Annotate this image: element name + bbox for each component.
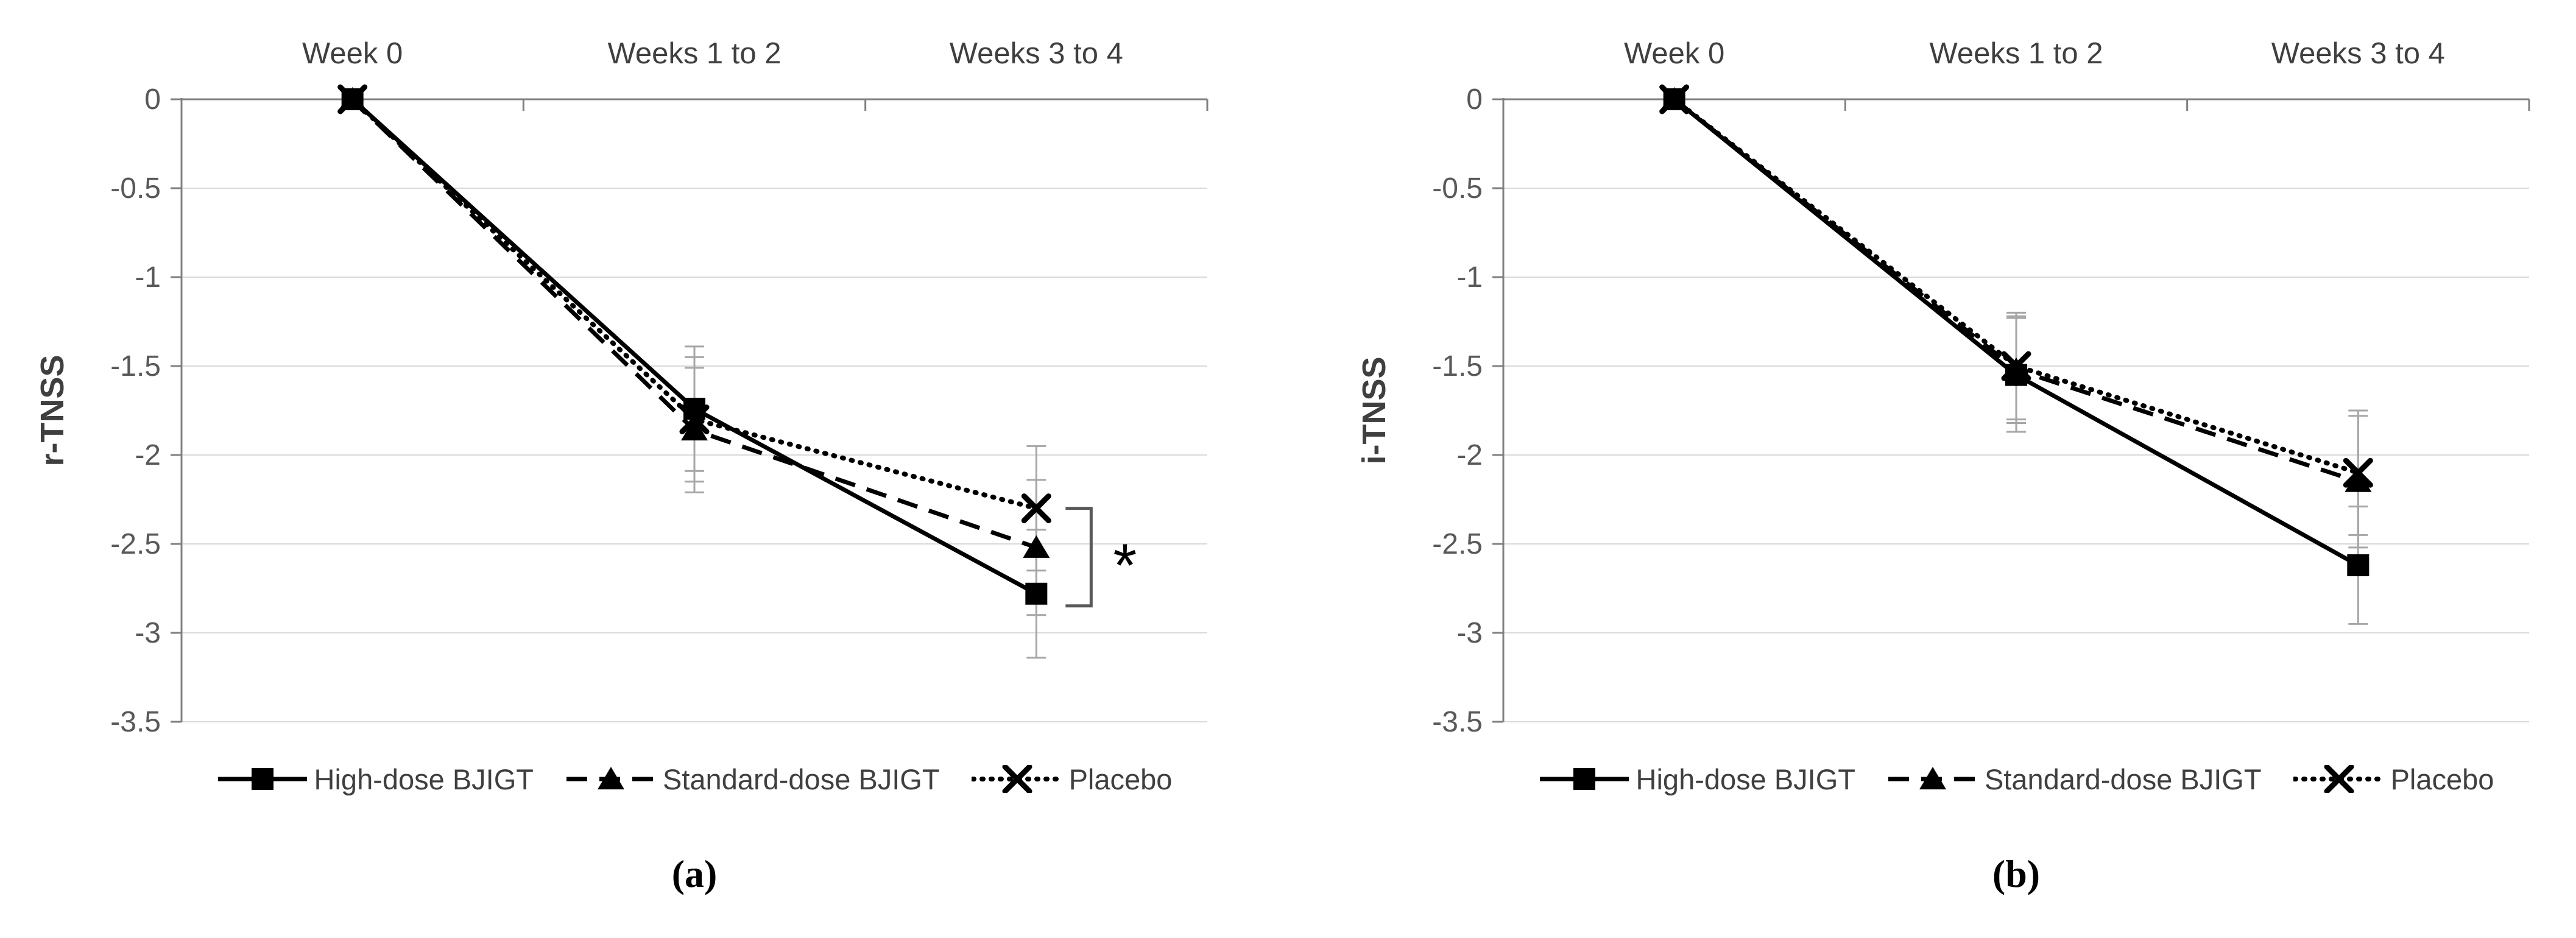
triangle-marker-standard-dose-bjigt	[1023, 535, 1050, 558]
error-bars-placebo	[685, 356, 1046, 572]
square-marker-high-dose-bjigt	[2005, 364, 2027, 386]
legend-label: Standard-dose BJIGT	[663, 763, 940, 795]
y-tick-label: -2.5	[1432, 528, 1483, 560]
y-tick-label: -1	[1456, 261, 1483, 294]
x-category-label: Weeks 1 to 2	[1929, 37, 2103, 70]
x-category-label: Week 0	[1624, 37, 1724, 70]
legend-square-icon	[1573, 768, 1595, 790]
y-tick-label: -3	[1456, 617, 1483, 649]
legend-item-placebo: Placebo	[2293, 763, 2494, 796]
legend-sample-high-dose-bjigt	[217, 768, 307, 790]
error-bars-standard-dose-bjigt	[685, 367, 1046, 616]
legend-item-standard-dose-bjigt: Standard-dose BJIGT	[565, 763, 940, 796]
x-marker-placebo	[2343, 457, 2373, 488]
x-category-label: Week 0	[302, 37, 403, 70]
legend-item-placebo: Placebo	[971, 763, 1173, 796]
y-tick-label: -1	[135, 261, 161, 294]
legend-label: High-dose BJIGT	[314, 763, 534, 795]
y-tick-label: 0	[144, 83, 161, 116]
legend-item-standard-dose-bjigt: Standard-dose BJIGT	[1887, 763, 2262, 796]
legend-x-icon	[1002, 765, 1032, 793]
legend-a: High-dose BJIGT Standard-dose BJIGT Placeb…	[182, 758, 1207, 800]
caption-b: (b)	[1992, 852, 2041, 895]
x-category-label: Weeks 3 to 4	[2271, 37, 2445, 70]
legend-label: Standard-dose BJIGT	[1985, 763, 2262, 795]
triangle-marker-standard-dose-bjigt	[2345, 469, 2372, 492]
r-tnss-chart: 0 -0.5 -1 -1.5 -2 -2.5 -3 -3.5 Week 0 Weeks 1 to …	[34, 37, 1209, 737]
y-tick-label: -1.5	[110, 350, 161, 383]
chart-panel-a: 0 -0.5 -1 -1.5 -2 -2.5 -3 -3.5 Week 0 Weeks 1 to …	[0, 0, 1256, 938]
y-tick-label: -1.5	[1432, 350, 1483, 383]
legend-x-icon	[2324, 765, 2354, 793]
legend-sample-high-dose-bjigt	[1539, 768, 1629, 790]
y-tick-label: -3	[135, 617, 161, 649]
i-tnss-chart: 0 -0.5 -1 -1.5 -2 -2.5 -3 -3.5 Week 0 Weeks 1 to …	[1356, 37, 2530, 737]
x-category-label: Weeks 3 to 4	[950, 37, 1123, 70]
legend-sample-placebo	[971, 765, 1063, 793]
legend-item-high-dose-bjigt: High-dose BJIGT	[217, 763, 534, 796]
significance-asterisk: *	[1113, 532, 1137, 600]
square-marker-high-dose-bjigt	[2347, 554, 2370, 577]
legend-square-icon	[251, 768, 273, 790]
significance-bracket	[1065, 507, 1093, 608]
legend-label: High-dose BJIGT	[1636, 763, 1856, 795]
x-category-label: Weeks 1 to 2	[607, 37, 781, 70]
y-tick-label: -2	[1456, 439, 1483, 471]
triangle-marker-standard-dose-bjigt	[681, 418, 708, 441]
caption-a: (a)	[671, 852, 718, 895]
legend-triangle-icon	[598, 767, 625, 789]
square-marker-high-dose-bjigt	[1025, 582, 1048, 605]
y-axis-title: i-TNSS	[1356, 356, 1392, 464]
y-tick-label: -2.5	[110, 528, 161, 560]
error-bars-standard-dose-bjigt	[2006, 315, 2368, 549]
legend-sample-standard-dose-bjigt	[1888, 767, 1978, 789]
series-line-placebo	[1671, 97, 2361, 476]
y-tick-label: -3.5	[110, 706, 161, 737]
legend-label: Placebo	[2390, 763, 2494, 795]
square-marker-high-dose-bjigt	[1663, 88, 1685, 110]
y-tick-label: -0.5	[110, 172, 161, 205]
square-marker-high-dose-bjigt	[341, 88, 364, 110]
square-marker-high-dose-bjigt	[683, 398, 705, 420]
y-tick-label: -0.5	[1432, 172, 1483, 205]
error-bars-placebo	[2006, 311, 2368, 536]
legend-triangle-icon	[1919, 767, 1947, 789]
y-tick-label: 0	[1466, 83, 1483, 116]
legend-item-high-dose-bjigt: High-dose BJIGT	[1539, 763, 1855, 796]
y-tick-label: -3.5	[1432, 706, 1483, 737]
y-axis-title: r-TNSS	[34, 354, 71, 466]
chart-panel-b: 0 -0.5 -1 -1.5 -2 -2.5 -3 -3.5 Week 0 Weeks 1 to …	[1322, 0, 2576, 938]
legend-b: High-dose BJIGT Standard-dose BJIGT Placeb…	[1503, 758, 2529, 800]
legend-sample-placebo	[2293, 765, 2385, 793]
y-tick-label: -2	[135, 439, 161, 471]
legend-sample-standard-dose-bjigt	[566, 767, 656, 789]
x-marker-placebo	[1021, 493, 1051, 524]
legend-label: Placebo	[1068, 763, 1173, 795]
